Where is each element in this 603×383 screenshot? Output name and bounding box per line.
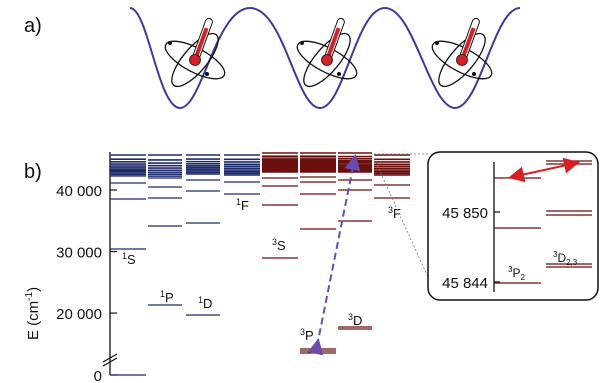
energy-levels	[110, 152, 410, 376]
inset-frame	[427, 151, 599, 301]
term-label-3F: 3F	[388, 205, 401, 221]
zoom-guide-line	[373, 157, 433, 287]
inset-double-arrow	[508, 157, 580, 183]
panel-b-energy-levels: E (cm-1) 0 20 000 30 000 40 000 1S 1P 1D 1F…	[24, 152, 433, 383]
panel-label-a: a)	[24, 15, 42, 37]
lattice-wave	[129, 6, 521, 110]
term-label-3D: 3D	[348, 312, 362, 328]
inset-tick-label: 45 844	[442, 275, 488, 292]
inset-tick-label: 45 850	[442, 205, 488, 222]
inset-label-3P2: 3P2	[508, 265, 525, 282]
inset-y-axis-ticks: 45 844 45 850	[442, 205, 500, 292]
y-tick-label: 20 000	[56, 306, 102, 323]
atom-thermometer-icon	[296, 17, 358, 88]
term-label-3P: 3P	[300, 327, 314, 343]
y-tick-label: 0	[94, 368, 102, 383]
y-tick-label: 40 000	[56, 183, 102, 200]
inset-label-3D23: 3D2,3	[553, 250, 578, 267]
y-tick-label: 30 000	[56, 245, 102, 262]
atom-thermometer-icon	[431, 17, 493, 88]
axis-break-mark	[102, 357, 118, 367]
term-label-1P: 1P	[160, 289, 174, 305]
term-label-3S: 3S	[272, 237, 286, 253]
y-axis-label: E (cm-1)	[24, 287, 42, 340]
term-label-1F: 1F	[236, 197, 249, 213]
axis-break-mark	[102, 353, 118, 363]
term-label-1D: 1D	[198, 295, 212, 311]
panel-a-optical-lattice	[129, 6, 521, 110]
inset-zoom: 45 844 45 850 3P2 3D2,3	[427, 151, 599, 301]
term-label-1S: 1S	[122, 251, 136, 267]
panel-label-b: b)	[24, 161, 42, 183]
y-axis-ticks: 0 20 000 30 000 40 000	[56, 183, 117, 383]
atom-thermometer-icon	[164, 17, 226, 88]
transition-arrow	[307, 154, 361, 356]
